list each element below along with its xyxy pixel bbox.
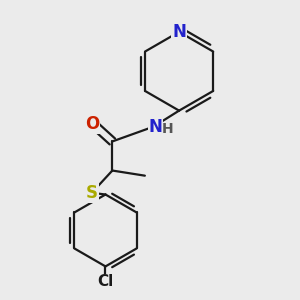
Text: N: N bbox=[172, 23, 186, 41]
Text: N: N bbox=[148, 118, 162, 136]
Text: O: O bbox=[85, 115, 99, 133]
Text: H: H bbox=[162, 122, 174, 136]
Text: Cl: Cl bbox=[98, 274, 114, 289]
Text: S: S bbox=[86, 184, 98, 202]
